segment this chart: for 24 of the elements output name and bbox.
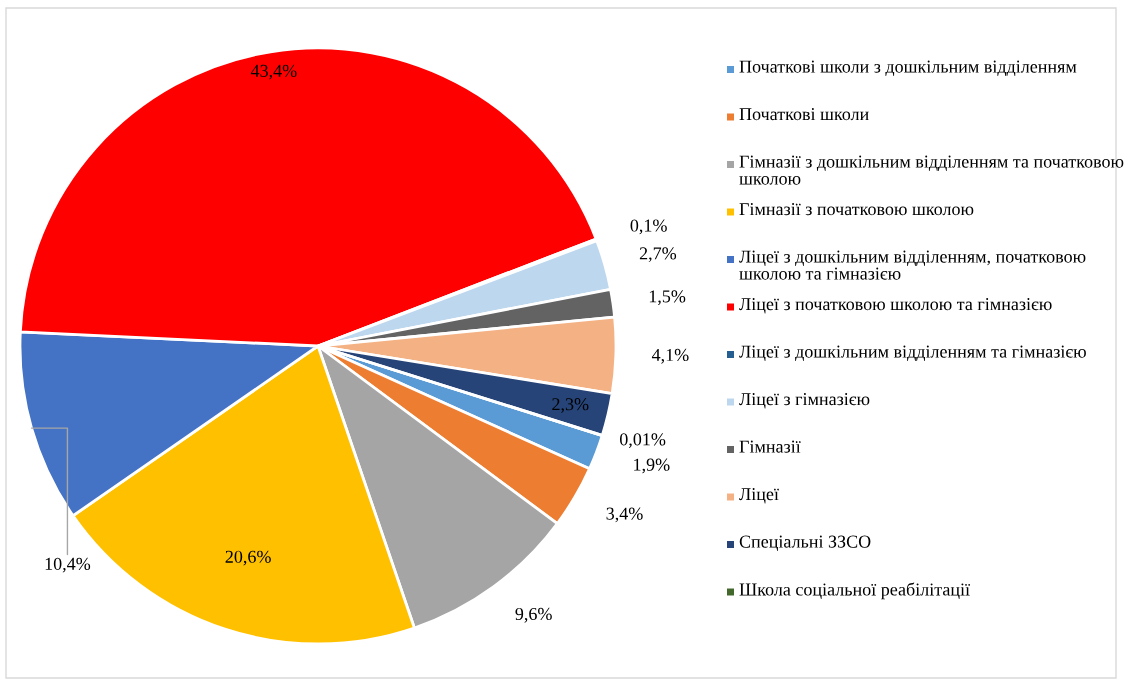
legend-label: Гімназії з дошкільним відділенням та початковою школою	[739, 155, 1124, 185]
data-label: 0,01%	[619, 433, 666, 449]
legend-label: Спеціальні ЗЗСО	[739, 535, 871, 552]
data-label: 2,3%	[552, 398, 589, 413]
data-label: 43,4%	[250, 64, 297, 80]
legend-label: Ліцеї з гімназією	[739, 393, 870, 409]
data-label: 1,5%	[649, 290, 686, 306]
data-label: 0,1%	[630, 219, 667, 235]
data-label: 3,4%	[606, 507, 643, 523]
legend-label: Школа соціальної реабілітації	[739, 582, 971, 600]
legend-label: Початкові школи	[739, 108, 869, 121]
legend-label: Гімназії з початковою школою	[739, 203, 974, 216]
data-label: 10,4%	[45, 557, 91, 573]
legend-label: Ліцеї з дошкільним відділенням та гімназією	[739, 345, 1086, 362]
legend-label: Ліцеї з початковою школою та гімназією	[739, 298, 1052, 314]
data-label: 4,1%	[651, 348, 689, 364]
data-label: 1,9%	[634, 458, 670, 474]
legend-label: Початкові школи з дошкільним відділенням	[739, 60, 1077, 77]
data-label: 9,6%	[515, 607, 552, 623]
data-label: 20,6%	[225, 550, 271, 566]
legend-label: Ліцеї з дошкільним відділенням, початковою школою та гімназією	[739, 250, 1086, 280]
data-label: 2,7%	[639, 247, 677, 263]
legend-label: Гімназії	[739, 440, 801, 453]
legend-label: Ліцеї	[739, 488, 779, 504]
